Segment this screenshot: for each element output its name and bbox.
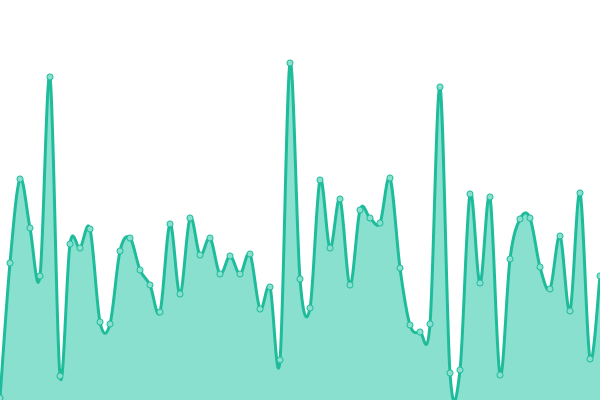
data-point-46 <box>456 366 464 374</box>
data-point-21 <box>206 234 214 242</box>
data-point-30 <box>296 275 304 283</box>
data-point-25 <box>246 250 254 258</box>
data-point-5 <box>46 73 54 81</box>
data-point-28 <box>276 356 284 364</box>
data-point-43 <box>426 320 434 328</box>
data-point-10 <box>96 318 104 326</box>
data-point-41 <box>406 321 414 329</box>
data-point-1 <box>6 259 14 267</box>
data-point-14 <box>136 266 144 274</box>
data-point-16 <box>156 308 164 316</box>
data-point-3 <box>26 224 34 232</box>
data-point-27 <box>266 283 274 291</box>
data-point-50 <box>496 371 504 379</box>
data-point-23 <box>226 252 234 260</box>
data-point-52 <box>516 215 524 223</box>
data-point-9 <box>86 225 94 233</box>
data-point-60 <box>596 272 600 280</box>
data-point-36 <box>356 206 364 214</box>
data-point-6 <box>56 372 64 380</box>
data-point-53 <box>526 214 534 222</box>
data-point-0 <box>0 394 4 400</box>
data-point-19 <box>186 214 194 222</box>
data-point-59 <box>586 355 594 363</box>
data-point-15 <box>146 281 154 289</box>
data-point-17 <box>166 220 174 228</box>
data-point-11 <box>106 320 114 328</box>
data-point-12 <box>116 247 124 255</box>
data-point-55 <box>546 285 554 293</box>
data-point-7 <box>66 240 74 248</box>
area-fill <box>0 62 600 400</box>
data-point-54 <box>536 263 544 271</box>
data-point-48 <box>476 279 484 287</box>
data-point-18 <box>176 290 184 298</box>
data-point-22 <box>216 270 224 278</box>
data-point-47 <box>466 190 474 198</box>
data-point-34 <box>336 195 344 203</box>
data-point-37 <box>366 214 374 222</box>
data-point-2 <box>16 175 24 183</box>
data-point-51 <box>506 255 514 263</box>
data-point-26 <box>256 305 264 313</box>
data-point-56 <box>556 232 564 240</box>
data-point-20 <box>196 251 204 259</box>
data-point-31 <box>306 304 314 312</box>
data-point-4 <box>36 272 44 280</box>
data-point-45 <box>446 369 454 377</box>
data-point-29 <box>286 59 294 67</box>
data-points <box>0 59 600 400</box>
data-point-44 <box>436 83 444 91</box>
data-point-8 <box>76 244 84 252</box>
data-point-49 <box>486 193 494 201</box>
data-point-35 <box>346 281 354 289</box>
data-point-39 <box>386 174 394 182</box>
data-point-24 <box>236 270 244 278</box>
data-point-58 <box>576 189 584 197</box>
data-point-13 <box>126 234 134 242</box>
data-point-42 <box>416 328 424 336</box>
data-point-57 <box>566 307 574 315</box>
data-point-32 <box>316 176 324 184</box>
data-point-33 <box>326 244 334 252</box>
data-point-40 <box>396 264 404 272</box>
data-point-38 <box>376 219 384 227</box>
